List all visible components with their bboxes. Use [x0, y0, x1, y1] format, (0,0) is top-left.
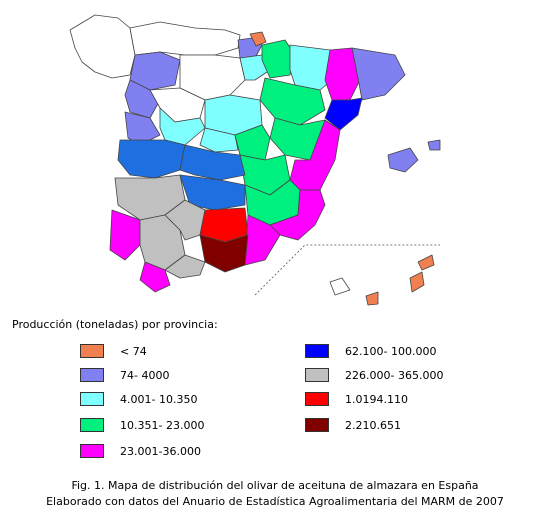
- legend-title: Producción (toneladas) por provincia:: [12, 318, 218, 331]
- region-canary-mid: [365, 291, 379, 306]
- legend-label: 1.0194.110: [345, 392, 408, 406]
- region-guadalajara: [234, 124, 271, 161]
- legend-label: 2.210.651: [345, 418, 401, 432]
- region-malaga: [164, 254, 206, 279]
- legend-swatch: [80, 392, 104, 406]
- canary-frame: [254, 244, 440, 296]
- region-cadiz: [139, 261, 171, 293]
- region-zaragoza: [259, 77, 326, 126]
- region-caceres: [117, 139, 186, 179]
- legend-swatch: [80, 344, 104, 358]
- legend-label: 10.351- 23.000: [120, 418, 205, 432]
- legend-label: 74- 4000: [120, 368, 170, 382]
- legend-label: 4.001- 10.350: [120, 392, 198, 406]
- region-huelva: [109, 209, 141, 261]
- legend-swatch: [80, 444, 104, 458]
- legend-item-23001-36000: 23.001-36.000: [80, 444, 201, 458]
- region-navarra: [261, 39, 296, 79]
- region-girona-barcelona: [351, 47, 406, 101]
- legend-label: < 74: [120, 344, 147, 358]
- legend-label: 62.100- 100.000: [345, 344, 437, 358]
- region-menorca: [427, 139, 441, 151]
- caption-line-1: Fig. 1. Mapa de distribución del olivar …: [71, 479, 479, 492]
- legend-item-62100-100000: 62.100- 100.000: [305, 344, 436, 358]
- region-canary-west: [329, 277, 351, 296]
- region-canary-east: [417, 254, 435, 271]
- spain-olive-map: [69, 14, 441, 306]
- legend-item-1019-4110: 1.0194.110: [305, 392, 408, 406]
- region-galicia: [69, 14, 136, 79]
- region-asturias-cantabria: [129, 21, 241, 56]
- legend-swatch: [80, 368, 104, 382]
- region-madrid: [199, 127, 239, 153]
- region-toledo: [179, 144, 246, 181]
- region-canary-east2: [409, 271, 425, 293]
- legend-swatch: [305, 392, 329, 406]
- legend-item-226000-365000: 226.000- 365.000: [305, 368, 443, 382]
- legend-label: 23.001-36.000: [120, 444, 201, 458]
- legend-swatch: [305, 368, 329, 382]
- legend-label: 226.000- 365.000: [345, 368, 444, 382]
- legend-item-lt74: < 74: [80, 344, 147, 358]
- figure-caption: Fig. 1. Mapa de distribución del olivar …: [0, 478, 550, 510]
- legend-swatch: [80, 418, 104, 432]
- legend-swatch: [305, 418, 329, 432]
- region-guipuzcoa: [249, 31, 267, 47]
- region-avila: [159, 107, 206, 146]
- legend-swatch: [305, 344, 329, 358]
- region-mallorca: [387, 147, 419, 173]
- region-tarragona: [324, 97, 363, 131]
- legend-item-74-4000: 74- 4000: [80, 368, 169, 382]
- region-alicante-murcia: [269, 189, 326, 241]
- legend-item-2210651: 2.210.651: [305, 418, 401, 432]
- caption-line-2: Elaborado con datos del Anuario de Estad…: [46, 495, 504, 508]
- legend-item-10351-23000: 10.351- 23.000: [80, 418, 204, 432]
- legend-item-4001-10350: 4.001- 10.350: [80, 392, 197, 406]
